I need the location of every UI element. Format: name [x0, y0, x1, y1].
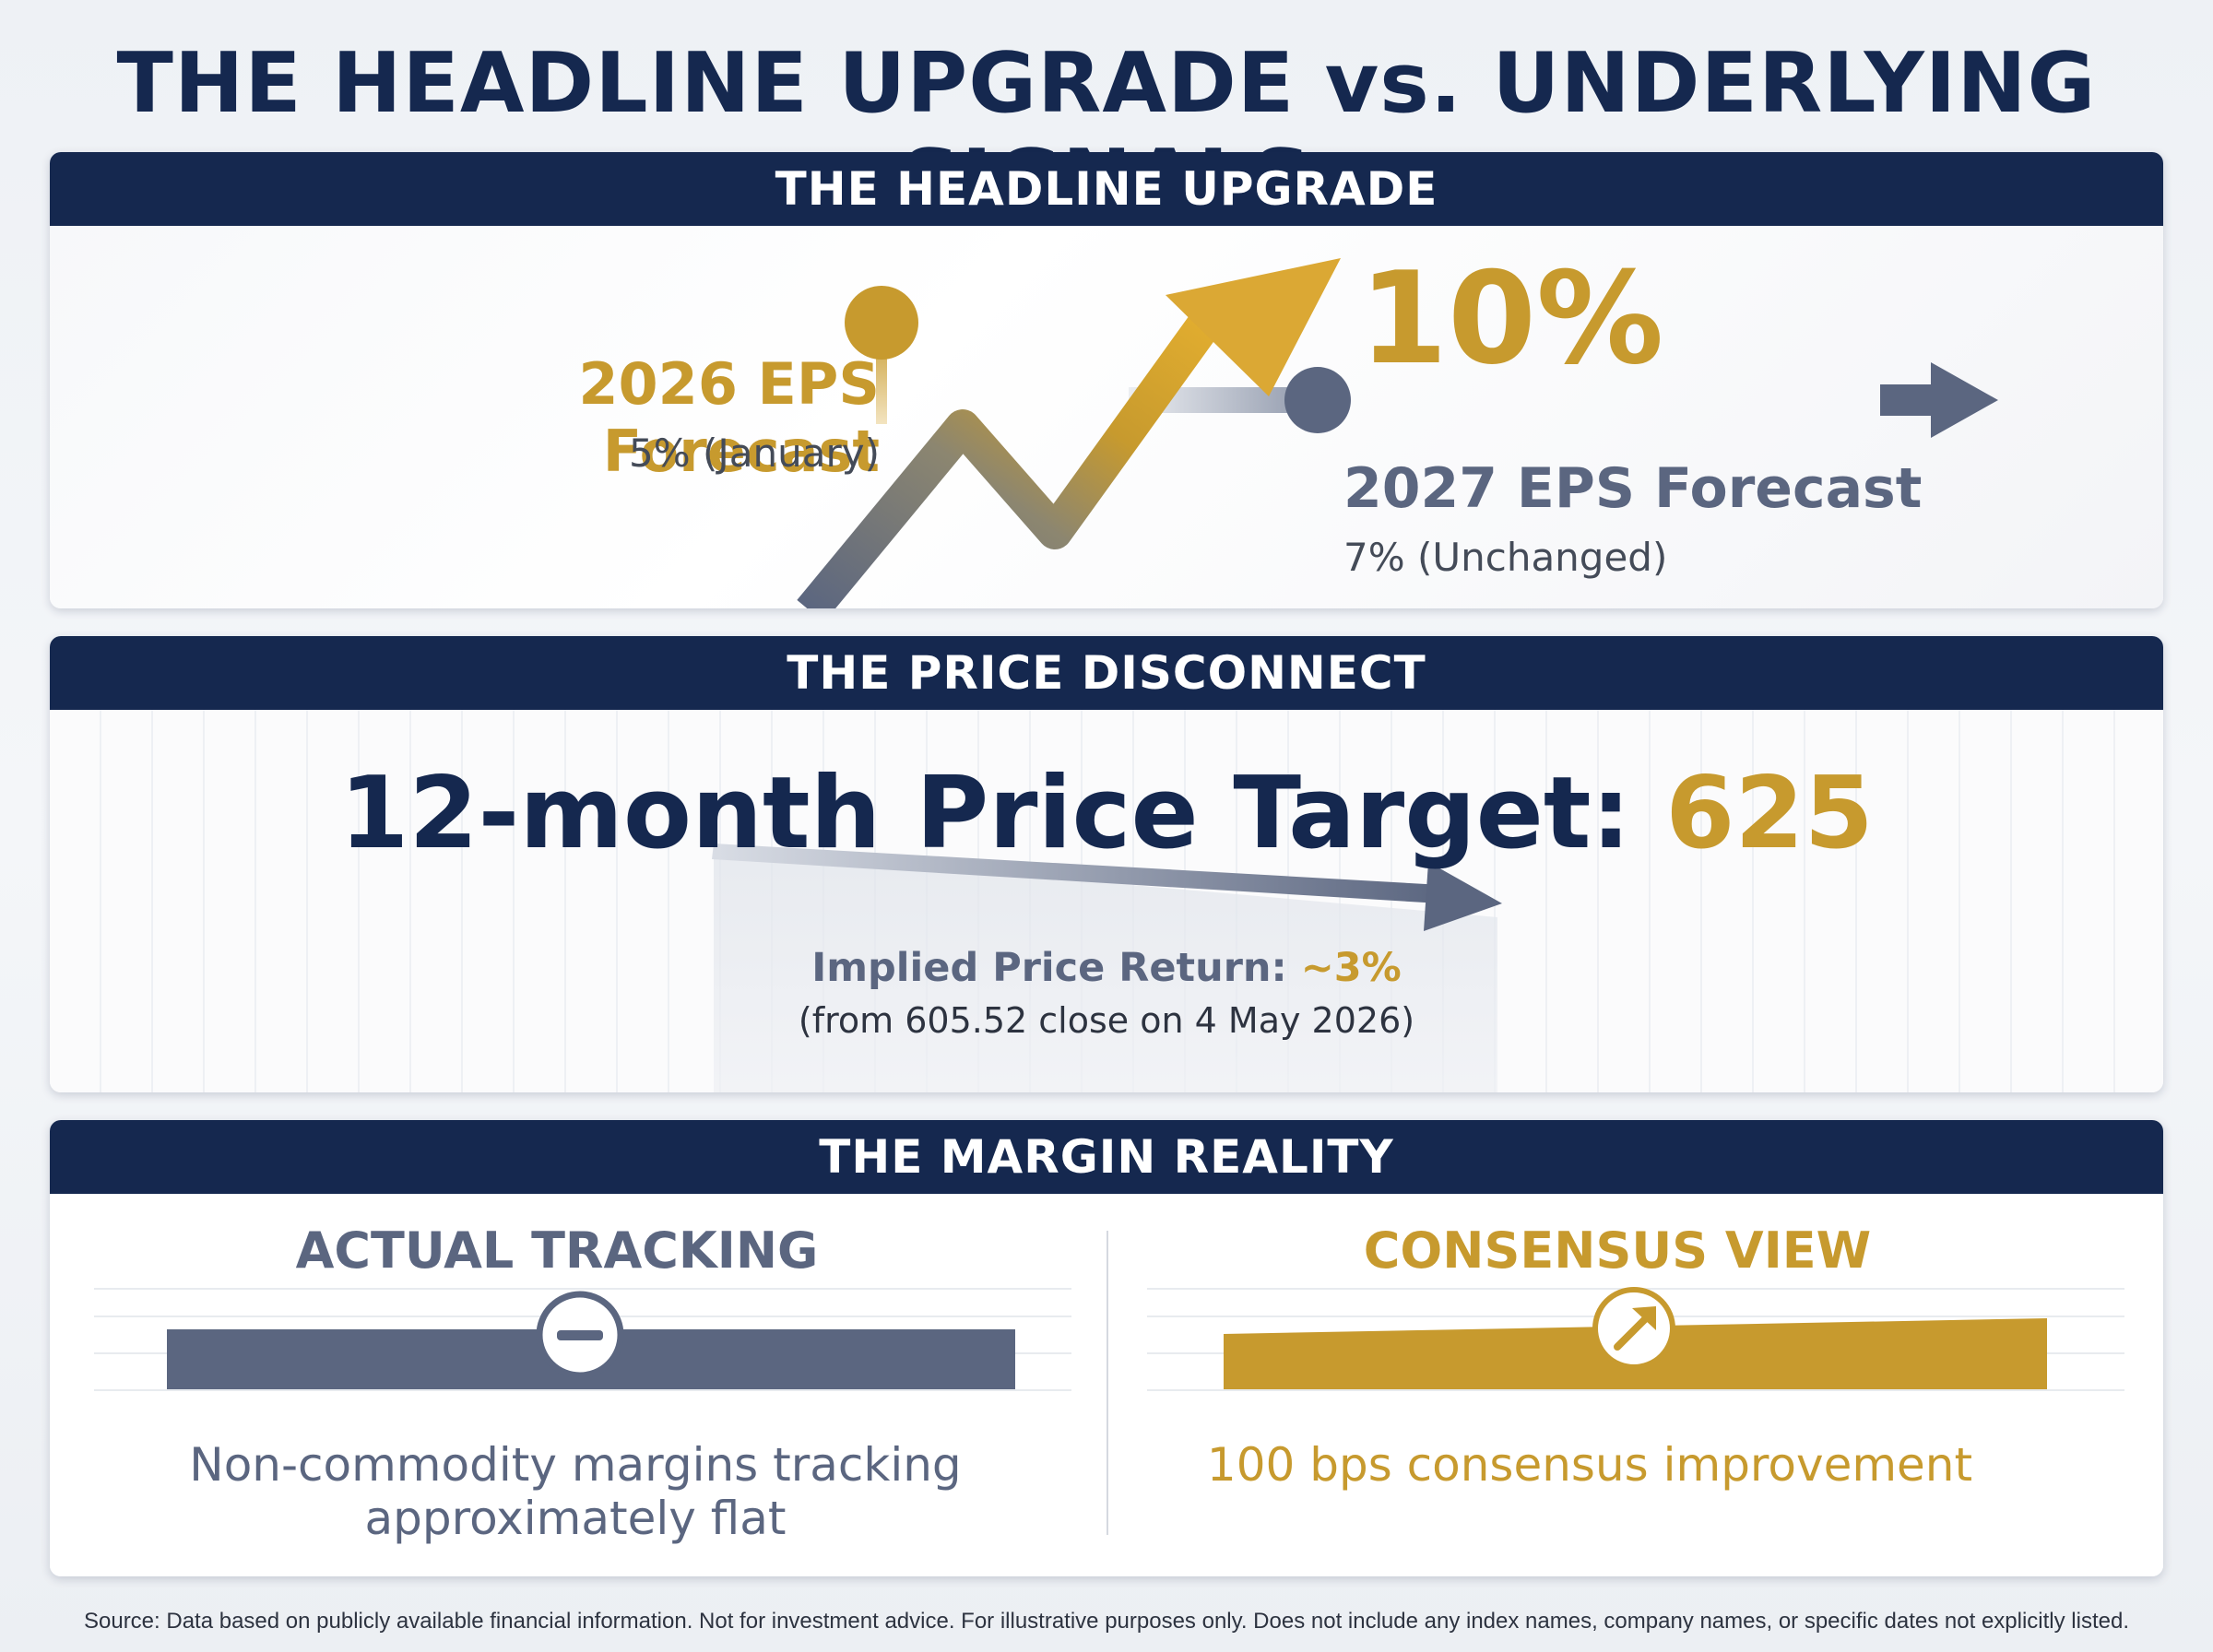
margin-reality-panel: THE MARGIN REALITY ACTUAL TRACKING CONSE…	[50, 1120, 2163, 1576]
forecast-2026-detail: 5% (January)	[629, 431, 880, 476]
right-arrow-icon	[1880, 362, 1998, 438]
forecast-2026-new-value: 10%	[1359, 244, 1664, 393]
price-graphic	[712, 844, 1502, 1092]
headline-upgrade-body: 2026 EPS Forecast 5% (January) 10% 2027 …	[50, 226, 2163, 608]
price-target-value: 625	[1665, 756, 1874, 871]
consensus-view-title: CONSENSUS VIEW	[1363, 1221, 1872, 1280]
gridline	[1147, 1389, 2124, 1391]
actual-tracking-title: ACTUAL TRACKING	[295, 1221, 819, 1280]
up-right-arrow-circle-icon	[1592, 1287, 1675, 1370]
forecast-2027-detail: 7% (Unchanged)	[1343, 535, 1668, 580]
upgrade-graphic	[797, 258, 1998, 608]
price-disconnect-panel: THE PRICE DISCONNECT 12-month Price Targ…	[50, 636, 2163, 1092]
implied-return-note: (from 605.52 close on 4 May 2026)	[798, 1000, 1415, 1041]
column-divider	[1106, 1231, 1108, 1535]
source-footnote: Source: Data based on publicly available…	[83, 1609, 2129, 1634]
gridline	[94, 1288, 1071, 1290]
consensus-view-description: 100 bps consensus improvement	[1206, 1438, 1973, 1492]
minus-circle-icon	[536, 1291, 624, 1379]
actual-tracking-description-line1: Non-commodity margins tracking	[189, 1438, 962, 1492]
actual-tracking-description-line2: approximately flat	[364, 1492, 787, 1545]
margin-reality-header: THE MARGIN REALITY	[50, 1120, 2163, 1194]
forecast-2027-label: 2027 EPS Forecast	[1343, 456, 1923, 521]
headline-upgrade-panel: THE HEADLINE UPGRADE	[50, 152, 2163, 608]
forecast-2026-marker-icon	[845, 286, 918, 424]
implied-return-line: Implied Price Return: ~3%	[50, 945, 2163, 991]
forecast-2026-label: 2026 EPS Forecast	[578, 350, 880, 485]
upward-trend-arrow-icon	[797, 258, 1341, 608]
price-target-line: 12-month Price Target: 625	[50, 756, 2163, 871]
price-target-label: 12-month Price Target:	[339, 756, 1631, 871]
implied-return-value: ~3%	[1300, 945, 1402, 991]
return-band	[714, 848, 1497, 1092]
headline-upgrade-header: THE HEADLINE UPGRADE	[50, 152, 2163, 226]
price-disconnect-header: THE PRICE DISCONNECT	[50, 636, 2163, 710]
actual-tracking-description: Non-commodity margins tracking approxima…	[142, 1438, 1009, 1545]
margin-reality-body: ACTUAL TRACKING CONSENSUS VIEW	[50, 1194, 2163, 1576]
shallow-right-arrow-icon	[712, 844, 1502, 931]
price-disconnect-body: 12-month Price Target: 625 Implied Price…	[50, 710, 2163, 1092]
implied-return-label: Implied Price Return:	[811, 945, 1287, 991]
margin-bars-graphic	[167, 1287, 2047, 1389]
gridline	[94, 1389, 1071, 1391]
